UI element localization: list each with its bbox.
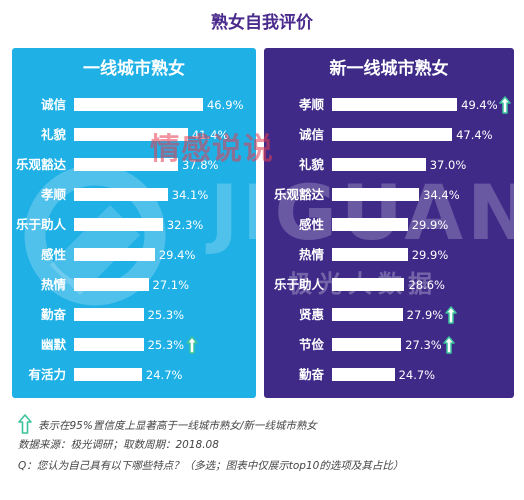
bar-row: 勤奋 24.7% xyxy=(264,360,514,390)
bar-row: 贤惠 27.9% xyxy=(264,300,514,330)
bar xyxy=(74,308,144,321)
page-title: 熟女自我评价 xyxy=(211,13,313,33)
value-label: 24.7% xyxy=(398,368,436,382)
bar-row: 乐观豁达 37.8% xyxy=(12,150,256,180)
significance-arrow-icon xyxy=(185,336,198,354)
value-label: 24.7% xyxy=(145,368,183,382)
bar-row: 幽默 25.3% xyxy=(12,330,256,360)
value-label: 28.6% xyxy=(408,278,445,292)
bar-list-first-tier: 诚信 46.9% 礼貌 41.4% 乐观豁达 37.8% 孝顺 34.1% 乐于助人 32.3% 感… xyxy=(12,90,256,390)
bar xyxy=(332,248,408,261)
bar xyxy=(74,368,142,381)
category-label: 热情 xyxy=(40,277,66,292)
bar-row: 乐于助人 28.6% xyxy=(264,270,514,300)
bar-row: 孝顺 34.1% xyxy=(12,180,256,210)
category-label: 有活力 xyxy=(28,367,66,382)
category-label: 贤惠 xyxy=(298,307,324,322)
value-label: 27.3% xyxy=(405,338,442,352)
bar-row: 节俭 27.3% xyxy=(264,330,514,360)
watermark-qinggan: 情感说说 xyxy=(150,132,274,167)
value-label: 41.4% xyxy=(191,128,229,142)
watermark-jiguang-cn: 极光大数据 xyxy=(288,270,438,298)
bar-row: 诚信 46.9% xyxy=(12,90,256,120)
category-label: 感性 xyxy=(298,217,324,232)
category-label: 诚信 xyxy=(298,127,324,142)
watermark-jiguang: JIGUANG xyxy=(210,168,524,257)
bar-row: 诚信 47.4% xyxy=(264,120,514,150)
value-label: 29.9% xyxy=(411,248,449,262)
source-note: 数据来源：极光调研；取数周期：2018.08 xyxy=(18,439,219,451)
bar xyxy=(332,218,408,231)
value-label: 49.4% xyxy=(461,98,498,112)
bar xyxy=(74,248,155,261)
value-label: 34.1% xyxy=(171,188,209,202)
bar xyxy=(332,98,458,111)
category-label: 勤奋 xyxy=(40,307,66,322)
value-label: 46.9% xyxy=(206,98,244,112)
category-label: 乐观豁达 xyxy=(273,187,324,202)
bar-row: 热情 27.1% xyxy=(12,270,256,300)
category-label: 幽默 xyxy=(40,337,66,352)
bar xyxy=(74,188,168,201)
bar-list-new-first-tier: 孝顺 49.4% 诚信 47.4% 礼貌 37.0% 乐观豁达 34.4% 感性 29.9% 热情 2… xyxy=(264,90,514,390)
significance-arrow-icon xyxy=(444,306,457,324)
bar xyxy=(74,158,178,171)
category-label: 礼貌 xyxy=(40,127,66,142)
bar-row: 热情 29.9% xyxy=(264,240,514,270)
bar xyxy=(74,98,203,111)
value-label: 34.4% xyxy=(423,188,460,202)
bar-row: 感性 29.4% xyxy=(12,240,256,270)
bar-row: 礼貌 41.4% xyxy=(12,120,256,150)
bar-row: 孝顺 49.4% xyxy=(264,90,514,120)
category-label: 孝顺 xyxy=(298,97,324,112)
value-label: 25.3% xyxy=(147,338,185,352)
bar xyxy=(332,278,405,291)
panel-new-first-tier: 新一线城市熟女 孝顺 49.4% 诚信 47.4% 礼貌 37.0% 乐观豁达 34.4% 感性… xyxy=(264,48,514,398)
bar xyxy=(74,338,144,351)
bar xyxy=(332,308,403,321)
value-label: 29.9% xyxy=(411,218,449,232)
bar xyxy=(74,218,163,231)
category-label: 节俭 xyxy=(298,337,324,352)
panel-new-first-tier-title: 新一线城市熟女 xyxy=(329,59,449,79)
value-label: 27.9% xyxy=(406,308,444,322)
significance-arrow-icon xyxy=(443,336,455,354)
value-label: 27.1% xyxy=(152,278,190,292)
category-label: 热情 xyxy=(298,247,324,262)
category-label: 诚信 xyxy=(40,97,66,112)
category-label: 礼貌 xyxy=(298,157,324,172)
category-label: 乐于助人 xyxy=(15,217,66,232)
watermark-logo-icon xyxy=(24,164,166,306)
category-label: 乐于助人 xyxy=(273,277,324,292)
category-label: 孝顺 xyxy=(40,187,66,202)
panel-first-tier: 一线城市熟女 诚信 46.9% 礼貌 41.4% 乐观豁达 37.8% 孝顺 34.1% 乐于助… xyxy=(12,48,256,398)
value-label: 37.0% xyxy=(429,158,467,172)
bar xyxy=(332,338,402,351)
bar xyxy=(332,128,453,141)
category-label: 勤奋 xyxy=(298,367,324,382)
bar xyxy=(74,278,149,291)
bar-row: 勤奋 25.3% xyxy=(12,300,256,330)
bar-row: 乐观豁达 34.4% xyxy=(264,180,514,210)
bar xyxy=(332,368,395,381)
category-label: 乐观豁达 xyxy=(15,157,66,172)
bar-row: 感性 29.9% xyxy=(264,210,514,240)
bar-row: 礼貌 37.0% xyxy=(264,150,514,180)
category-label: 感性 xyxy=(40,247,66,262)
bar xyxy=(74,128,188,141)
question-note: Q：您认为自己具有以下哪些特点？（多选；图表中仅展示top10的选项及其占比） xyxy=(18,460,404,472)
legend-note: 表示在95%置信度上显著高于一线城市熟女/新一线城市熟女 xyxy=(38,420,317,432)
value-label: 25.3% xyxy=(147,308,185,322)
value-label: 37.8% xyxy=(181,158,219,172)
bar xyxy=(332,158,426,171)
significance-arrow-icon xyxy=(499,96,511,114)
bar xyxy=(332,188,420,201)
bar-row: 有活力 24.7% xyxy=(12,360,256,390)
significance-arrow-icon xyxy=(18,414,32,434)
value-label: 47.4% xyxy=(456,128,493,142)
value-label: 29.4% xyxy=(158,248,196,262)
bar-row: 乐于助人 32.3% xyxy=(12,210,256,240)
panel-first-tier-title: 一线城市熟女 xyxy=(83,59,185,79)
value-label: 32.3% xyxy=(166,218,204,232)
